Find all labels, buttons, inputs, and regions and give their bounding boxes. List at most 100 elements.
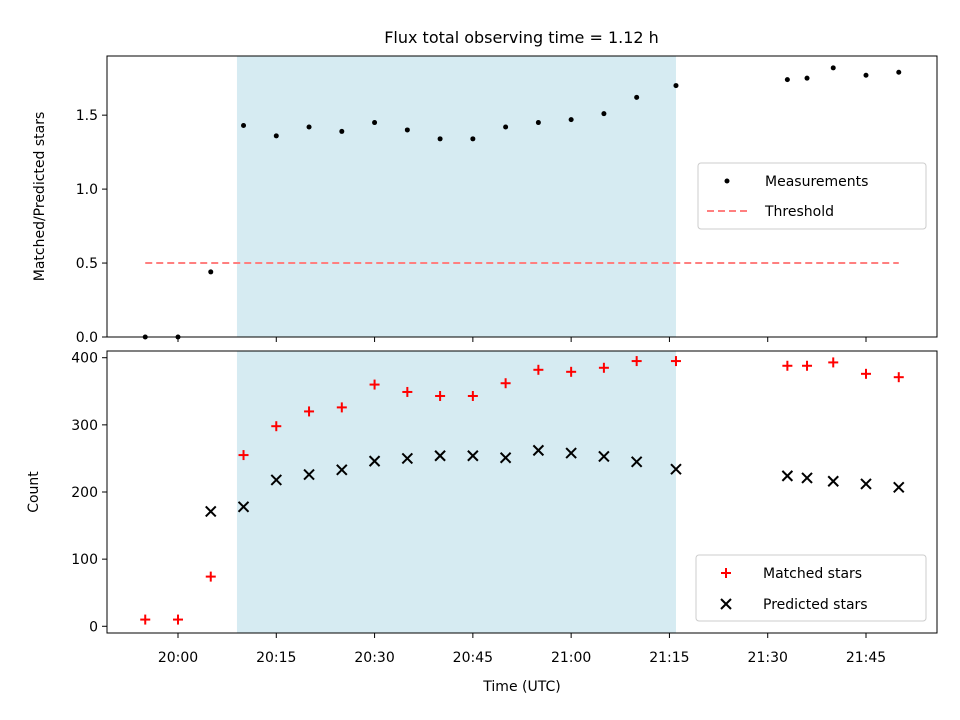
matched-star-point [271, 421, 282, 432]
matched-star-point [802, 360, 813, 371]
cross-stroke [893, 481, 905, 494]
predicted-star-point [598, 450, 610, 463]
legend-matched-label: Matched stars [763, 566, 862, 582]
bottom-x-axis: 20:00 20:15 20:30 20:45 21:00 21:15 21:30 21:45 [158, 633, 886, 666]
top-y-axis-label: Matched/Predicted stars [32, 112, 48, 282]
predicted-star-point [368, 455, 381, 467]
cross-stroke [781, 470, 794, 482]
predicted-star-point [860, 478, 872, 490]
predicted-star-point [336, 464, 348, 476]
bottom-legend-box [695, 554, 927, 622]
measurement-point [404, 127, 410, 133]
measurement-point [306, 124, 312, 130]
legend-measurements-label: Measurements [765, 174, 868, 190]
y-tick-label: 100 [71, 552, 98, 568]
predicted-star-point [670, 463, 682, 475]
measurement-point [896, 69, 902, 75]
cross-stroke [670, 463, 682, 475]
measurement-point [804, 75, 810, 81]
predicted-star-point [303, 468, 315, 481]
cross-stroke [434, 450, 446, 462]
measurement-point [503, 124, 509, 130]
top-y-axis: 0.0 0.5 1.0 1.5 [76, 108, 107, 346]
bottom-legend: Matched stars Predicted stars [695, 554, 927, 622]
matched-star-point [467, 390, 478, 401]
predicted-star-point [781, 470, 794, 482]
predicted-star-point [237, 501, 250, 513]
measurement-point [601, 111, 607, 117]
cross-stroke [499, 452, 512, 464]
y-tick-label: 200 [71, 485, 98, 501]
predicted-star-point [532, 444, 545, 457]
predicted-star-point [565, 447, 577, 459]
legend-predicted-label: Predicted stars [763, 597, 868, 613]
measurement-point [568, 117, 574, 123]
y-tick-label: 0.0 [76, 330, 98, 346]
predicted-star-point [467, 450, 479, 462]
matched-star-point [598, 362, 609, 373]
matched-star-point [828, 357, 839, 368]
matched-star-point [631, 356, 642, 367]
top-x-axis [177, 337, 867, 342]
legend-matched-marker [721, 568, 731, 578]
x-tick-label: 20:15 [256, 650, 296, 666]
y-tick-label: 0.5 [76, 256, 98, 272]
cross-stroke [827, 475, 839, 487]
measurement-points [142, 65, 902, 340]
x-axis-label: Time (UTC) [482, 679, 560, 695]
measurement-point [372, 120, 378, 126]
x-tick-label: 20:30 [354, 650, 394, 666]
measurement-point [535, 120, 541, 126]
matched-star-point [782, 360, 793, 371]
matched-star-point [205, 571, 216, 582]
top-legend-box [697, 162, 927, 230]
measurement-point [830, 65, 836, 71]
count-points [140, 356, 905, 625]
measurement-point [273, 133, 279, 139]
matched-star-point [304, 406, 315, 417]
measurement-point [863, 72, 869, 78]
top-plot-frame [106, 55, 938, 338]
bottom-y-axis: 0 100 200 300 400 [71, 351, 107, 635]
legend-threshold-label: Threshold [764, 204, 834, 220]
cross-stroke [860, 478, 872, 490]
bottom-y-axis-label: Count [26, 471, 42, 513]
top-legend: Measurements Threshold [697, 162, 927, 230]
cross-stroke [205, 505, 217, 518]
measurement-point [673, 83, 679, 89]
measurement-point [784, 77, 790, 83]
matched-star-point [402, 386, 413, 397]
predicted-star-point [270, 474, 282, 486]
cross-stroke [303, 468, 315, 481]
cross-stroke [801, 472, 813, 484]
matched-star-point [861, 368, 871, 379]
matched-star-point [670, 356, 681, 367]
predicted-star-point [205, 505, 217, 518]
matched-star-point [566, 366, 577, 377]
matched-star-point [369, 379, 380, 390]
measurement-point [339, 128, 345, 134]
y-tick-label: 400 [71, 351, 98, 367]
matched-star-point [435, 390, 446, 401]
predicted-star-point [893, 481, 905, 494]
cross-stroke [532, 444, 545, 457]
cross-stroke [467, 450, 479, 462]
x-tick-label: 20:45 [453, 650, 493, 666]
measurement-point [470, 136, 476, 142]
matched-star-point [533, 364, 544, 375]
predicted-star-point [434, 450, 446, 462]
legend-cross [720, 598, 732, 610]
matched-star-point [140, 614, 151, 625]
matched-star-point [336, 402, 347, 413]
cross-stroke [368, 455, 381, 467]
cross-stroke [270, 474, 282, 486]
legend-predicted-marker [720, 598, 732, 610]
matched-star-point [238, 450, 249, 461]
matched-star-point [893, 372, 904, 383]
top-observing-window [236, 56, 676, 337]
chart-title: Flux total observing time = 1.12 h [384, 28, 659, 47]
measurement-point [437, 136, 443, 142]
y-tick-label: 1.0 [76, 182, 98, 198]
